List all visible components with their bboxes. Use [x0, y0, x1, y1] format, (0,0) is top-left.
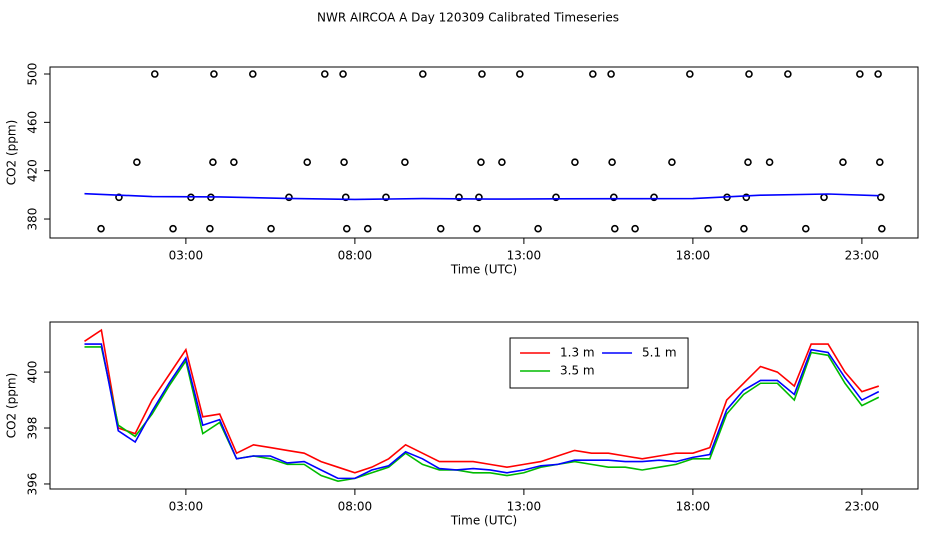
- data-point: [877, 193, 885, 202]
- data-point: [478, 70, 486, 78]
- data-point: [342, 224, 351, 233]
- plot-frame: [49, 321, 919, 490]
- data-point: [552, 193, 560, 202]
- data-point: [473, 224, 481, 233]
- data-point: [704, 224, 712, 233]
- data-point: [206, 224, 214, 233]
- x-tick-label: 23:00: [845, 249, 880, 263]
- data-point: [608, 158, 616, 167]
- x-tick-label: 18:00: [676, 500, 711, 514]
- y-axis-label: CO2 (ppm): [5, 120, 19, 186]
- plot-frame: [49, 66, 919, 239]
- data-point: [765, 158, 774, 167]
- data-point: [534, 224, 542, 233]
- data-point: [210, 70, 218, 78]
- legend-label: 5.1 m: [642, 346, 677, 360]
- data-point: [303, 158, 312, 167]
- legend-box: [509, 337, 689, 389]
- data-point: [856, 70, 864, 78]
- data-point: [745, 70, 753, 78]
- x-tick-label: 03:00: [169, 500, 204, 514]
- data-point: [150, 70, 159, 78]
- data-point: [115, 193, 123, 202]
- data-point: [784, 70, 792, 78]
- data-point: [97, 224, 105, 233]
- data-point: [516, 70, 524, 78]
- data-point: [419, 70, 427, 78]
- data-point: [341, 193, 350, 202]
- x-tick-label: 13:00: [507, 500, 542, 514]
- data-point: [401, 158, 409, 167]
- data-point: [436, 224, 445, 233]
- y-tick-label: 460: [26, 111, 40, 134]
- chart-title: NWR AIRCOA A Day 120309 Calibrated Times…: [317, 11, 619, 25]
- data-point: [455, 193, 463, 202]
- data-point: [744, 158, 752, 167]
- data-point: [340, 158, 348, 167]
- y-tick-label: 380: [26, 208, 40, 231]
- y-tick-label: 398: [26, 417, 40, 440]
- data-point: [209, 158, 217, 167]
- y-tick-label: 420: [26, 159, 40, 182]
- data-point: [650, 193, 658, 202]
- data-point: [607, 70, 615, 78]
- data-line: [84, 346, 880, 482]
- data-point: [285, 193, 293, 202]
- x-tick-label: 03:00: [169, 249, 204, 263]
- x-tick-label: 18:00: [676, 249, 711, 263]
- data-point: [571, 158, 579, 167]
- x-axis-label: Time (UTC): [450, 263, 517, 277]
- legend-label: 1.3 m: [560, 346, 595, 360]
- y-tick-label: 400: [26, 361, 40, 384]
- data-line: [84, 192, 879, 201]
- y-tick-label: 396: [26, 473, 40, 496]
- data-point: [740, 224, 748, 233]
- data-point: [475, 193, 483, 202]
- data-point: [363, 224, 372, 233]
- x-tick-label: 23:00: [845, 500, 880, 514]
- data-point: [611, 224, 619, 233]
- data-point: [267, 224, 275, 233]
- data-point: [320, 70, 329, 78]
- data-point: [589, 70, 597, 78]
- data-line: [84, 343, 880, 480]
- x-axis-label: Time (UTC): [450, 514, 517, 528]
- data-point: [631, 224, 639, 233]
- data-point: [686, 70, 694, 78]
- x-tick-label: 08:00: [338, 249, 373, 263]
- y-tick-label: 500: [26, 63, 40, 86]
- y-axis-label: CO2 (ppm): [5, 373, 19, 439]
- legend-label: 3.5 m: [560, 364, 595, 378]
- data-point: [609, 193, 618, 202]
- data-point: [742, 193, 751, 202]
- data-point: [498, 158, 506, 167]
- data-point: [878, 224, 886, 233]
- data-point: [249, 70, 257, 78]
- data-point: [477, 158, 485, 167]
- x-tick-label: 13:00: [507, 249, 542, 263]
- data-point: [382, 193, 390, 202]
- data-point: [668, 158, 676, 167]
- data-point: [839, 158, 847, 167]
- data-point: [876, 158, 884, 167]
- data-point: [874, 70, 882, 78]
- data-line: [84, 328, 880, 474]
- data-point: [169, 224, 177, 233]
- data-point: [230, 158, 238, 167]
- data-point: [133, 158, 141, 167]
- x-tick-label: 08:00: [338, 500, 373, 514]
- data-point: [339, 70, 347, 78]
- data-point: [801, 224, 810, 233]
